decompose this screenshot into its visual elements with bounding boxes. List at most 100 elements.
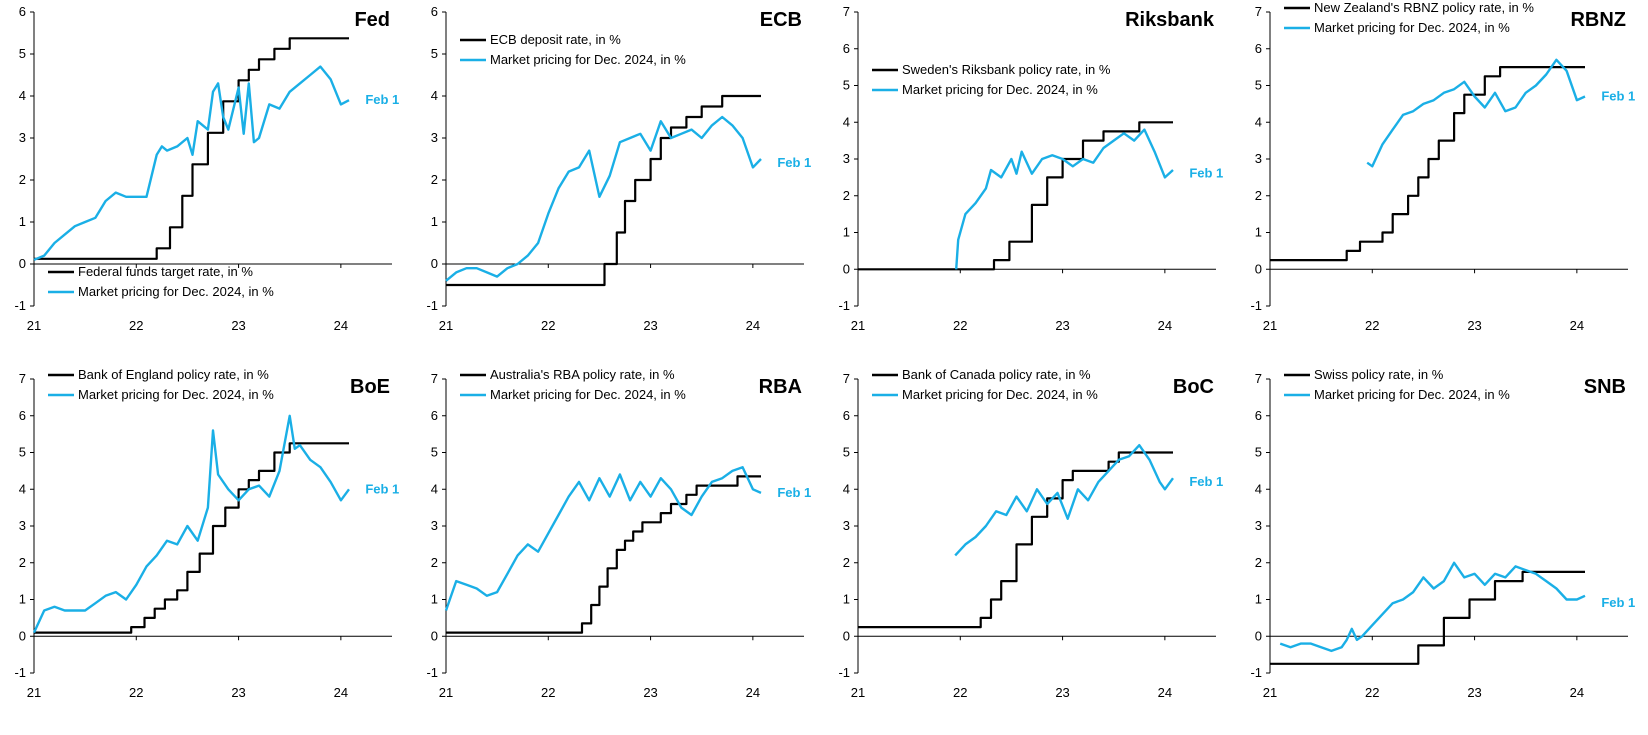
series-line-market-pricing [954,443,1174,557]
y-tick-label: 1 [1255,592,1262,607]
x-tick-label: 23 [1055,318,1069,333]
y-tick-label: 3 [843,518,850,533]
x-tick-label: 24 [334,685,348,700]
chart-panel-fed: -1 0 1 2 3 4 5 6 21 22 23 24 Fed Federal funds target… [0,0,412,367]
chart-title: BoE [350,376,390,398]
date-annotation: Feb 1 [365,92,399,107]
legend-label: Market pricing for Dec. 2024, in % [1314,387,1510,402]
y-tick-label: 4 [431,481,438,496]
series-line-policy-rate [446,475,761,634]
y-tick-label: 1 [843,592,850,607]
y-tick-label: 0 [1255,628,1262,643]
y-tick-label: 6 [843,41,850,56]
series-line-policy-rate [858,121,1173,271]
y-tick-label: 7 [1255,4,1262,19]
y-tick-label: 5 [19,46,26,61]
y-tick-label: 4 [1255,114,1262,129]
date-annotation: Feb 1 [365,481,399,496]
x-tick-label: 24 [746,318,760,333]
y-tick-label: 5 [431,46,438,61]
y-tick-label: 7 [19,371,26,386]
legend-label: Sweden's Riksbank policy rate, in % [902,62,1111,77]
y-tick-label: 5 [843,78,850,93]
x-tick-label: 24 [1570,318,1584,333]
y-tick-label: -1 [1250,665,1262,680]
x-tick-label: 21 [27,685,41,700]
series-line-policy-rate [34,442,349,634]
legend-label: Federal funds target rate, in % [78,264,253,279]
y-tick-label: 6 [431,4,438,19]
chart-title: RBA [759,376,802,398]
legend-label: Australia's RBA policy rate, in % [490,367,675,382]
x-tick-label: 24 [746,685,760,700]
x-tick-label: 23 [643,318,657,333]
x-tick-label: 24 [334,318,348,333]
y-tick-label: 3 [431,130,438,145]
x-tick-label: 22 [541,318,555,333]
chart-panel-ecb: -1 0 1 2 3 4 5 6 21 22 23 24 ECB ECB deposit rate, in… [412,0,824,367]
chart-title: Riksbank [1125,9,1215,31]
date-annotation: Feb 1 [777,155,811,170]
y-tick-label: 1 [843,225,850,240]
chart-title: BoC [1173,376,1214,398]
chart-panel-rbnz: -1 0 1 2 3 4 5 6 7 21 22 23 24 RBNZ New Zealand's RBNZ… [1236,0,1648,367]
y-tick-label: 4 [19,481,26,496]
y-tick-label: 1 [19,592,26,607]
legend-label: Market pricing for Dec. 2024, in % [902,82,1098,97]
series-line-policy-rate [1270,65,1585,262]
series-line-policy-rate [446,94,761,287]
y-tick-label: 7 [843,371,850,386]
y-tick-label: -1 [426,298,438,313]
x-tick-label: 21 [1263,685,1277,700]
x-tick-label: 23 [1055,685,1069,700]
x-tick-label: 23 [643,685,657,700]
x-tick-label: 22 [1365,685,1379,700]
chart-panel-riksbank: -1 0 1 2 3 4 5 6 7 21 22 23 24 Riksbank Sweden's Riksb… [824,0,1236,367]
series-line-market-pricing [955,128,1174,270]
y-tick-label: 6 [1255,408,1262,423]
x-tick-label: 21 [851,685,865,700]
y-tick-label: 7 [1255,371,1262,386]
x-tick-label: 22 [1365,318,1379,333]
y-tick-label: 4 [843,114,850,129]
y-tick-label: 4 [1255,481,1262,496]
y-tick-label: 4 [19,88,26,103]
y-tick-label: 3 [1255,518,1262,533]
y-tick-label: 0 [19,256,26,271]
y-tick-label: 5 [1255,445,1262,460]
x-tick-label: 22 [129,685,143,700]
x-tick-label: 21 [439,318,453,333]
y-tick-label: 2 [431,555,438,570]
y-tick-label: 3 [1255,151,1262,166]
chart-panel-boe: -1 0 1 2 3 4 5 6 7 21 22 23 24 BoE Bank of England pol… [0,367,412,734]
chart-title: RBNZ [1570,9,1626,31]
y-tick-label: 1 [431,214,438,229]
y-tick-label: 5 [19,445,26,460]
y-tick-label: -1 [14,665,26,680]
x-tick-label: 21 [1263,318,1277,333]
chart-panel-snb: -1 0 1 2 3 4 5 6 7 21 22 23 24 SNB Swiss policy rate, … [1236,367,1648,734]
series-line-market-pricing [33,65,350,261]
date-annotation: Feb 1 [1189,474,1223,489]
chart-panel-rba: -1 0 1 2 3 4 5 6 7 21 22 23 24 RBA Australia's RBA pol… [412,367,824,734]
y-tick-label: 2 [1255,188,1262,203]
y-tick-label: 0 [431,256,438,271]
y-tick-label: 3 [19,130,26,145]
series-line-policy-rate [1270,570,1585,665]
x-tick-label: 23 [1467,318,1481,333]
date-annotation: Feb 1 [777,485,811,500]
y-tick-label: 2 [19,555,26,570]
legend-label: Market pricing for Dec. 2024, in % [78,284,274,299]
chart-title: ECB [760,9,802,31]
x-tick-label: 21 [439,685,453,700]
legend-label: Swiss policy rate, in % [1314,367,1444,382]
date-annotation: Feb 1 [1189,166,1223,181]
y-tick-label: 1 [19,214,26,229]
